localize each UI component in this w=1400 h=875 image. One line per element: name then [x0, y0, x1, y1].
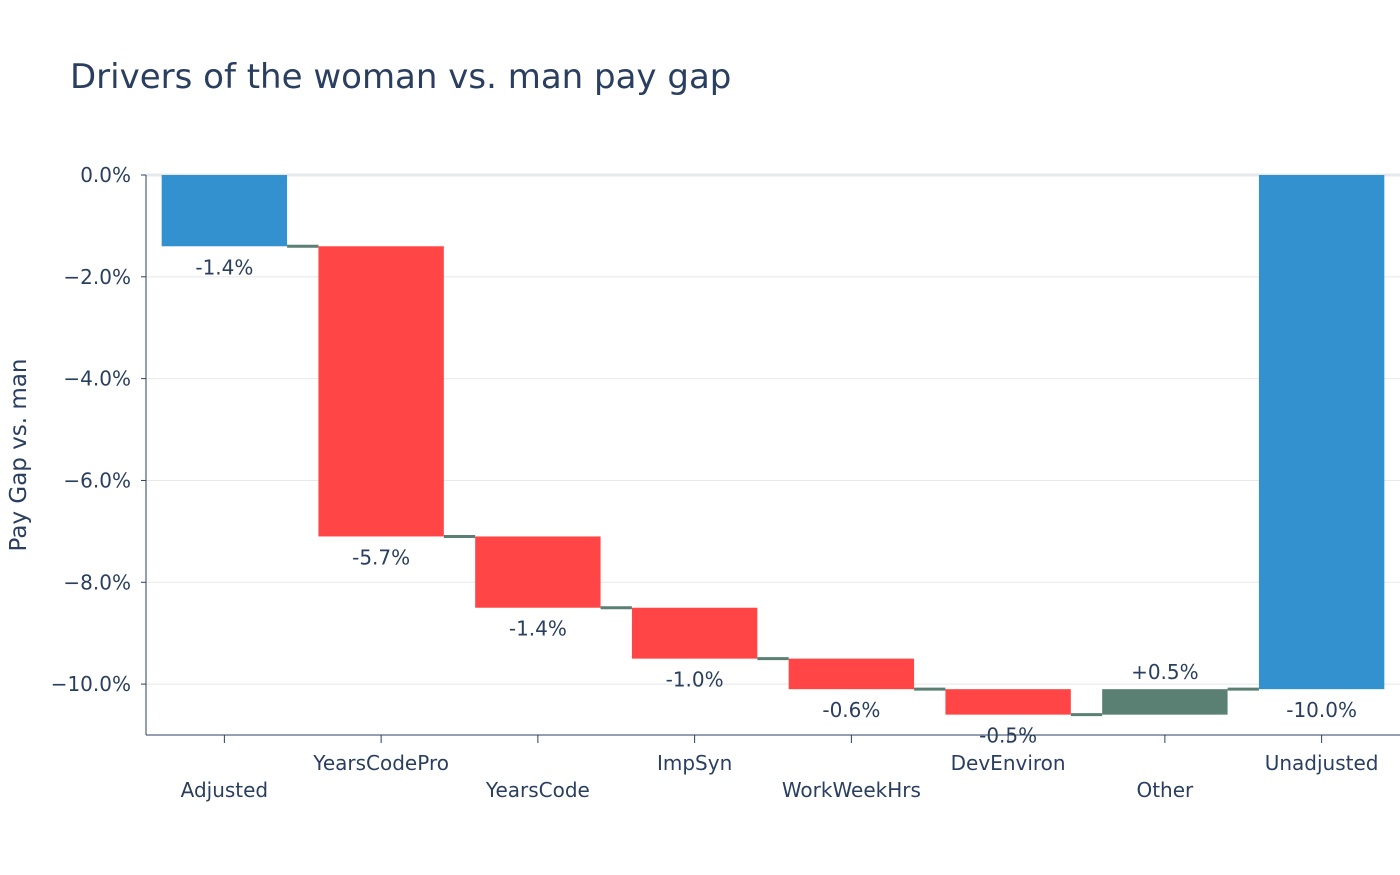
y-tick-label: 0.0%	[80, 163, 131, 187]
y-tick-label: −4.0%	[63, 367, 131, 391]
x-tick-label: Other	[1136, 778, 1194, 802]
data-label: -5.7%	[352, 545, 410, 569]
data-label: -1.4%	[509, 617, 567, 641]
connectors	[287, 244, 1259, 717]
data-label: -1.4%	[195, 255, 253, 279]
data-label: -10.0%	[1286, 698, 1357, 722]
bar-unadjusted	[1258, 175, 1385, 690]
bar-workweekhrs	[788, 658, 915, 690]
x-tick-label: Unadjusted	[1265, 751, 1379, 775]
x-tick-label: ImpSyn	[657, 751, 732, 775]
data-label: +0.5%	[1131, 660, 1199, 684]
y-tick-label: −8.0%	[63, 570, 131, 594]
x-tick-label: YearsCodePro	[312, 751, 449, 775]
data-label: -0.5%	[979, 724, 1037, 748]
y-axis-label: Pay Gap vs. man	[6, 359, 32, 552]
bar-adjusted	[161, 175, 288, 247]
data-label: -1.0%	[666, 668, 724, 692]
bar-other	[1102, 689, 1228, 715]
y-tick-label: −10.0%	[51, 672, 131, 696]
bar-yearscode	[475, 536, 601, 608]
x-tick-label: YearsCode	[485, 778, 590, 802]
data-labels: -1.4% -5.7% -1.4% -1.0% -0.6% -0.5% +0.5% -10.0…	[195, 255, 1357, 747]
chart-title: Drivers of the woman vs. man pay gap	[70, 57, 731, 97]
bar-yearscodepro	[318, 246, 444, 537]
axes: 0.0% −2.0% −4.0% −6.0% −8.0% −10.0% Adjusted Ye…	[51, 163, 1400, 802]
bar-impsyn	[631, 607, 758, 659]
y-tick-label: −6.0%	[63, 468, 131, 492]
y-tick-label: −2.0%	[63, 265, 131, 289]
x-tick-label: Adjusted	[181, 778, 269, 802]
data-label: -0.6%	[822, 698, 880, 722]
bars	[161, 175, 1385, 715]
bar-devenviron	[945, 689, 1071, 715]
x-tick-label: WorkWeekHrs	[782, 778, 921, 802]
x-tick-label: DevEnviron	[951, 751, 1066, 775]
